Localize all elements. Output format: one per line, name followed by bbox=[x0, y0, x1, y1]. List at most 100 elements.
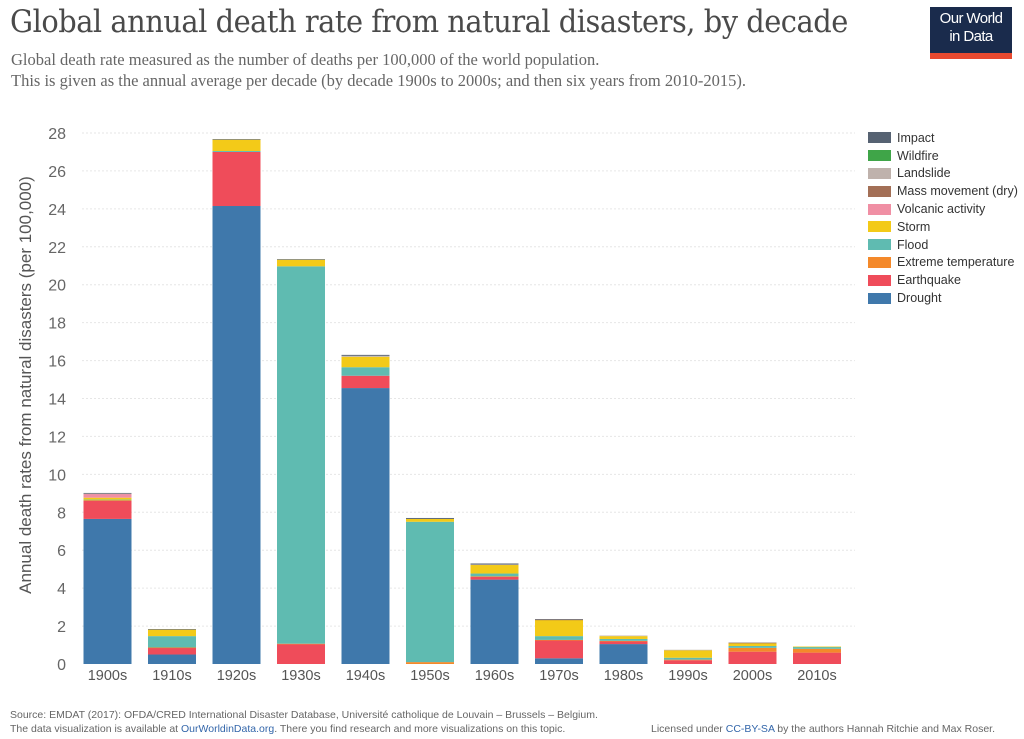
y-tick-label: 22 bbox=[48, 240, 66, 257]
legend-item-earthquake[interactable]: Earthquake bbox=[868, 271, 1018, 289]
bar-segment-earthquake-1920s[interactable] bbox=[212, 151, 261, 207]
bar-segment-extreme-temperature-1950s[interactable] bbox=[406, 662, 454, 664]
legend-swatch bbox=[868, 150, 891, 162]
bar-segment-storm-1940s[interactable] bbox=[341, 356, 390, 368]
legend-item-mass-movement-dry[interactable]: Mass movement (dry) bbox=[868, 182, 1018, 200]
bar-segment-earthquake-1910s[interactable] bbox=[148, 647, 196, 655]
bar-segment-storm-1980s[interactable] bbox=[599, 636, 648, 639]
bar-segment-storm-2000s[interactable] bbox=[728, 643, 777, 646]
license-link[interactable]: CC-BY-SA bbox=[725, 723, 775, 735]
bar-segment-storm-1930s[interactable] bbox=[277, 259, 325, 267]
bar-segment-drought-1940s[interactable] bbox=[341, 388, 390, 664]
bar-segment-landslide-1940s[interactable] bbox=[341, 355, 390, 357]
bar-segment-flood-1950s[interactable] bbox=[406, 521, 454, 663]
legend-item-volcanic-activity[interactable]: Volcanic activity bbox=[868, 200, 1018, 218]
bar-segment-flood-1990s[interactable] bbox=[664, 657, 712, 660]
bar-segment-flood-1970s[interactable] bbox=[535, 636, 583, 640]
bar-segment-extreme-temperature-1980s[interactable] bbox=[599, 640, 648, 642]
bar-segment-extreme-temperature-2000s[interactable] bbox=[728, 647, 777, 652]
bar-segment-impact-1900s[interactable] bbox=[83, 492, 132, 494]
bar-segment-earthquake-1960s[interactable] bbox=[470, 576, 519, 580]
legend-item-impact[interactable]: Impact bbox=[868, 129, 1018, 147]
bar-segment-flood-2000s[interactable] bbox=[728, 645, 777, 648]
bar-segment-impact-1950s[interactable] bbox=[406, 517, 454, 519]
bar-segment-flood-1960s[interactable] bbox=[470, 573, 519, 577]
bar-stack-1990s[interactable] bbox=[664, 649, 712, 664]
bar-segment-landslide-2000s[interactable] bbox=[728, 642, 777, 643]
bar-segment-impact-1920s[interactable] bbox=[212, 139, 261, 140]
bar-stack-1980s[interactable] bbox=[599, 635, 648, 664]
bar-stack-1900s[interactable] bbox=[83, 492, 132, 664]
bar-stack-1940s[interactable] bbox=[341, 354, 390, 664]
bar-segment-extreme-temperature-1900s[interactable] bbox=[83, 499, 132, 501]
bar-segment-flood-1920s[interactable] bbox=[212, 151, 261, 152]
bar-segment-flood-2010s[interactable] bbox=[793, 646, 841, 649]
bar-segment-drought-1910s[interactable] bbox=[148, 654, 196, 664]
bar-stack-2010s[interactable] bbox=[793, 646, 841, 664]
bar-segment-storm-1970s[interactable] bbox=[535, 620, 583, 637]
bar-segment-extreme-temperature-1990s[interactable] bbox=[664, 659, 712, 661]
bar-stack-1970s[interactable] bbox=[535, 619, 583, 664]
bar-segment-extreme-temperature-2010s[interactable] bbox=[793, 648, 841, 653]
bar-segment-storm-2010s[interactable] bbox=[793, 646, 841, 648]
bar-segment-earthquake-1900s[interactable] bbox=[83, 500, 132, 519]
bar-segment-drought-1900s[interactable] bbox=[83, 518, 132, 664]
bar-segment-landslide-1960s[interactable] bbox=[470, 564, 519, 566]
bar-stack-1930s[interactable] bbox=[277, 259, 325, 664]
bar-segment-impact-1930s[interactable] bbox=[277, 259, 325, 260]
bar-segment-drought-1970s[interactable] bbox=[535, 658, 583, 664]
bar-segment-flood-1900s[interactable] bbox=[83, 499, 132, 501]
bar-segment-earthquake-2000s[interactable] bbox=[728, 651, 777, 664]
bar-segment-mass-movement-dry-2000s[interactable] bbox=[728, 642, 777, 644]
y-tick-label: 12 bbox=[48, 429, 66, 446]
bar-segment-storm-1950s[interactable] bbox=[406, 518, 454, 522]
bar-segment-earthquake-1990s[interactable] bbox=[664, 660, 712, 664]
bar-segment-drought-1920s[interactable] bbox=[212, 206, 261, 664]
bar-segment-impact-1940s[interactable] bbox=[341, 354, 390, 356]
bar-segment-flood-1980s[interactable] bbox=[599, 638, 648, 641]
legend-item-extreme-temperature[interactable]: Extreme temperature bbox=[868, 254, 1018, 272]
bar-segment-extreme-temperature-1960s[interactable] bbox=[470, 576, 519, 577]
bar-stack-2000s[interactable] bbox=[728, 642, 777, 664]
bar-segment-flood-1940s[interactable] bbox=[341, 367, 390, 376]
bar-stack-1960s[interactable] bbox=[470, 563, 519, 664]
bar-segment-landslide-1900s[interactable] bbox=[83, 493, 132, 495]
bar-segment-storm-1990s[interactable] bbox=[664, 650, 712, 658]
bar-segment-drought-1980s[interactable] bbox=[599, 644, 648, 664]
y-tick-label: 10 bbox=[48, 467, 66, 484]
legend-item-landslide[interactable]: Landslide bbox=[868, 165, 1018, 183]
bar-stack-1950s[interactable] bbox=[406, 517, 454, 664]
bar-segment-impact-1970s[interactable] bbox=[535, 619, 583, 620]
legend-item-wildfire[interactable]: Wildfire bbox=[868, 147, 1018, 165]
bar-segment-earthquake-2010s[interactable] bbox=[793, 652, 841, 664]
bar-segment-storm-1910s[interactable] bbox=[148, 629, 196, 637]
bar-segment-impact-1960s[interactable] bbox=[470, 563, 519, 565]
bar-segment-mass-movement-dry-1970s[interactable] bbox=[535, 619, 583, 621]
bar-segment-flood-1930s[interactable] bbox=[277, 266, 325, 644]
legend-item-drought[interactable]: Drought bbox=[868, 289, 1018, 307]
bar-stack-1910s[interactable] bbox=[148, 629, 196, 664]
bar-segment-storm-1920s[interactable] bbox=[212, 139, 261, 152]
bar-segment-landslide-1980s[interactable] bbox=[599, 635, 648, 637]
our-world-in-data-logo[interactable]: Our World in Data bbox=[930, 7, 1012, 59]
legend-item-flood[interactable]: Flood bbox=[868, 236, 1018, 254]
bar-segment-drought-1960s[interactable] bbox=[470, 579, 519, 664]
y-tick-label: 2 bbox=[57, 619, 66, 636]
bar-segment-volcanic-activity-1900s[interactable] bbox=[83, 493, 132, 498]
bar-segment-storm-1960s[interactable] bbox=[470, 565, 519, 574]
bar-segment-extreme-temperature-1930s[interactable] bbox=[277, 643, 325, 645]
bar-segment-extreme-temperature-1910s[interactable] bbox=[148, 647, 196, 649]
owid-link[interactable]: OurWorldinData.org bbox=[181, 723, 275, 735]
bar-segment-storm-1900s[interactable] bbox=[83, 497, 132, 500]
bar-segment-landslide-1990s[interactable] bbox=[664, 649, 712, 651]
bar-stack-1920s[interactable] bbox=[212, 139, 261, 664]
bar-segment-impact-1910s[interactable] bbox=[148, 629, 196, 630]
bar-segment-earthquake-1970s[interactable] bbox=[535, 640, 583, 659]
y-tick-label: 26 bbox=[48, 164, 66, 181]
bar-segment-earthquake-1980s[interactable] bbox=[599, 641, 648, 645]
legend-item-storm[interactable]: Storm bbox=[868, 218, 1018, 236]
bar-segment-earthquake-1940s[interactable] bbox=[341, 375, 390, 389]
bar-segment-extreme-temperature-1970s[interactable] bbox=[535, 639, 583, 641]
bar-segment-earthquake-1930s[interactable] bbox=[277, 644, 325, 664]
bar-segment-flood-1910s[interactable] bbox=[148, 636, 196, 648]
